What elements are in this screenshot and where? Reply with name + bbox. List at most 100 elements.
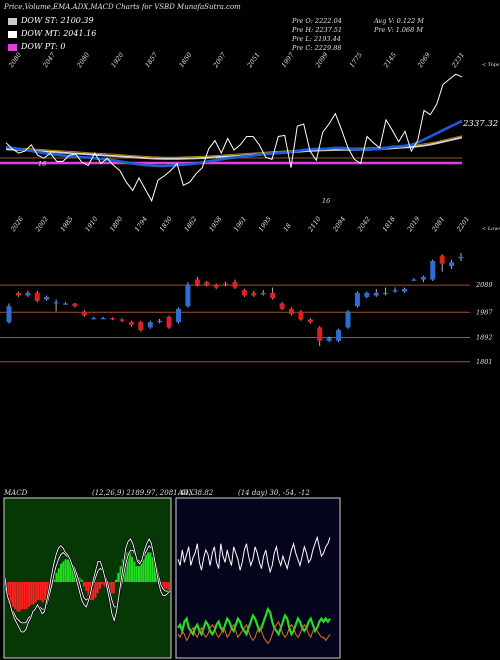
adx-white-line <box>177 535 331 574</box>
bottom-label: 18 <box>282 222 293 233</box>
quote-high: Pre H: 2237.51 <box>292 26 343 34</box>
macd-hist-bar <box>32 582 35 605</box>
legend-label-dow-st: DOW ST: 2100.39 <box>21 16 94 25</box>
adx-orange-line <box>177 620 331 645</box>
candle-body <box>326 338 332 341</box>
macd-hist-bar <box>80 579 83 582</box>
macd-hist-bar <box>34 582 37 603</box>
macd-hist-bar <box>133 561 136 582</box>
bottom-label: 1818 <box>381 215 397 233</box>
top-label: 2007 <box>211 50 228 70</box>
level-label: 1801 <box>476 358 493 366</box>
quote-open: Pre O: 2222.04 <box>292 17 342 25</box>
bottom-label: 1862 <box>183 215 199 233</box>
candle-body <box>128 322 134 325</box>
level-label: 1892 <box>476 334 493 342</box>
macd-hist-bar <box>37 582 40 601</box>
candle-body <box>63 303 68 305</box>
macd-hist-bar <box>43 582 47 601</box>
bottom-label: 1800 <box>108 215 124 233</box>
top-label: 1857 <box>143 50 160 69</box>
top-label: 1850 <box>177 51 193 69</box>
quote-volume: Pre V: 1.068 M <box>374 26 424 34</box>
adx-label: ADX <box>177 489 195 497</box>
candle-body <box>289 308 294 315</box>
macd-hist-bar <box>21 582 24 610</box>
macd-hist-bar <box>110 582 113 594</box>
macd-params: (12,26,9) 2189.97, 2081.44, 38.82 <box>92 489 214 497</box>
macd-hist-bar <box>87 582 90 598</box>
candle-body <box>6 306 12 323</box>
legend-label-dow-pt: DOW PT: 0 <box>21 42 66 51</box>
macd-hist-bar <box>126 552 129 582</box>
candle-body <box>420 276 426 280</box>
candle-body <box>411 279 417 281</box>
candle-body <box>147 322 153 328</box>
macd-hist-bar <box>30 582 33 605</box>
macd-hist-bar <box>41 582 44 603</box>
top-label: 2145 <box>381 51 398 70</box>
price-line <box>5 73 463 203</box>
macd-hist-bar <box>18 582 21 612</box>
macd-hist-bar <box>151 557 154 582</box>
bottom-label: 1830 <box>158 215 174 233</box>
candle-body <box>204 282 210 285</box>
macd-hist-bar <box>71 563 74 582</box>
quote-avg-volume: Avg V: 0.122 M <box>374 17 424 25</box>
macd-hist-bar <box>62 561 65 582</box>
macd-hist-bar <box>140 563 143 582</box>
macd-hist-bar <box>66 559 69 582</box>
candle-body <box>307 319 313 323</box>
candle-body <box>279 303 285 309</box>
top-label: 2047 <box>41 50 58 70</box>
mid-label: 16 <box>38 160 46 168</box>
macd-hist-bar <box>119 566 122 582</box>
quote-close: Pre C: 2229.88 <box>292 44 342 52</box>
bottom-label: 1794 <box>133 215 149 233</box>
top-label: 1775 <box>348 51 364 69</box>
candle-body <box>354 292 360 307</box>
bottom-label: 2002 <box>33 215 50 234</box>
quote-low: Pre L: 2193.44 <box>292 35 341 43</box>
legend-swatch-dow-pt <box>8 43 17 51</box>
candle-body <box>194 279 200 285</box>
macd-hist-bar <box>131 557 134 582</box>
macd-hist-bar <box>147 552 150 582</box>
bottom-label: 2026 <box>9 215 26 234</box>
candle-body <box>317 327 323 341</box>
top-label: 2099 <box>313 51 330 70</box>
legend-dow-pt: DOW PT: 0 <box>8 42 66 51</box>
bottom-label: 2201 <box>455 215 472 234</box>
adx-green-line <box>177 606 331 637</box>
bottom-label: 2110 <box>306 215 323 234</box>
macd-hist-bar <box>142 559 145 582</box>
candle-body <box>110 318 116 320</box>
top-label: 2080 <box>7 51 24 70</box>
bottom-label: 2019 <box>405 215 422 234</box>
candle-body <box>364 292 370 297</box>
bottom-label: 1995 <box>257 215 273 233</box>
candle-body <box>241 290 247 296</box>
macd-hist-bar <box>117 572 120 582</box>
macd-hist-bar <box>14 582 17 610</box>
macd-hist-bar <box>144 554 147 582</box>
legend-dow-st: DOW ST: 2100.39 <box>8 16 94 25</box>
macd-hist-bar <box>96 582 99 594</box>
top-label: 2051 <box>245 51 262 70</box>
legend-dow-mt: DOW MT: 2041.16 <box>8 29 96 38</box>
macd-hist-bar <box>94 582 97 598</box>
macd-hist-bar <box>69 561 72 582</box>
macd-panel <box>3 536 171 634</box>
level-label: 1987 <box>476 308 493 316</box>
candle-body <box>449 262 455 267</box>
macd-hist-bar <box>103 582 106 587</box>
macd-hist-bar <box>46 582 49 596</box>
candle-body <box>402 288 407 292</box>
macd-hist-bar <box>16 582 19 612</box>
macd-hist-bar <box>25 582 28 610</box>
macd-hist-bar <box>23 582 26 610</box>
macd-hist-bar <box>165 582 168 589</box>
candle-body <box>81 311 87 316</box>
candle-body <box>439 255 445 264</box>
